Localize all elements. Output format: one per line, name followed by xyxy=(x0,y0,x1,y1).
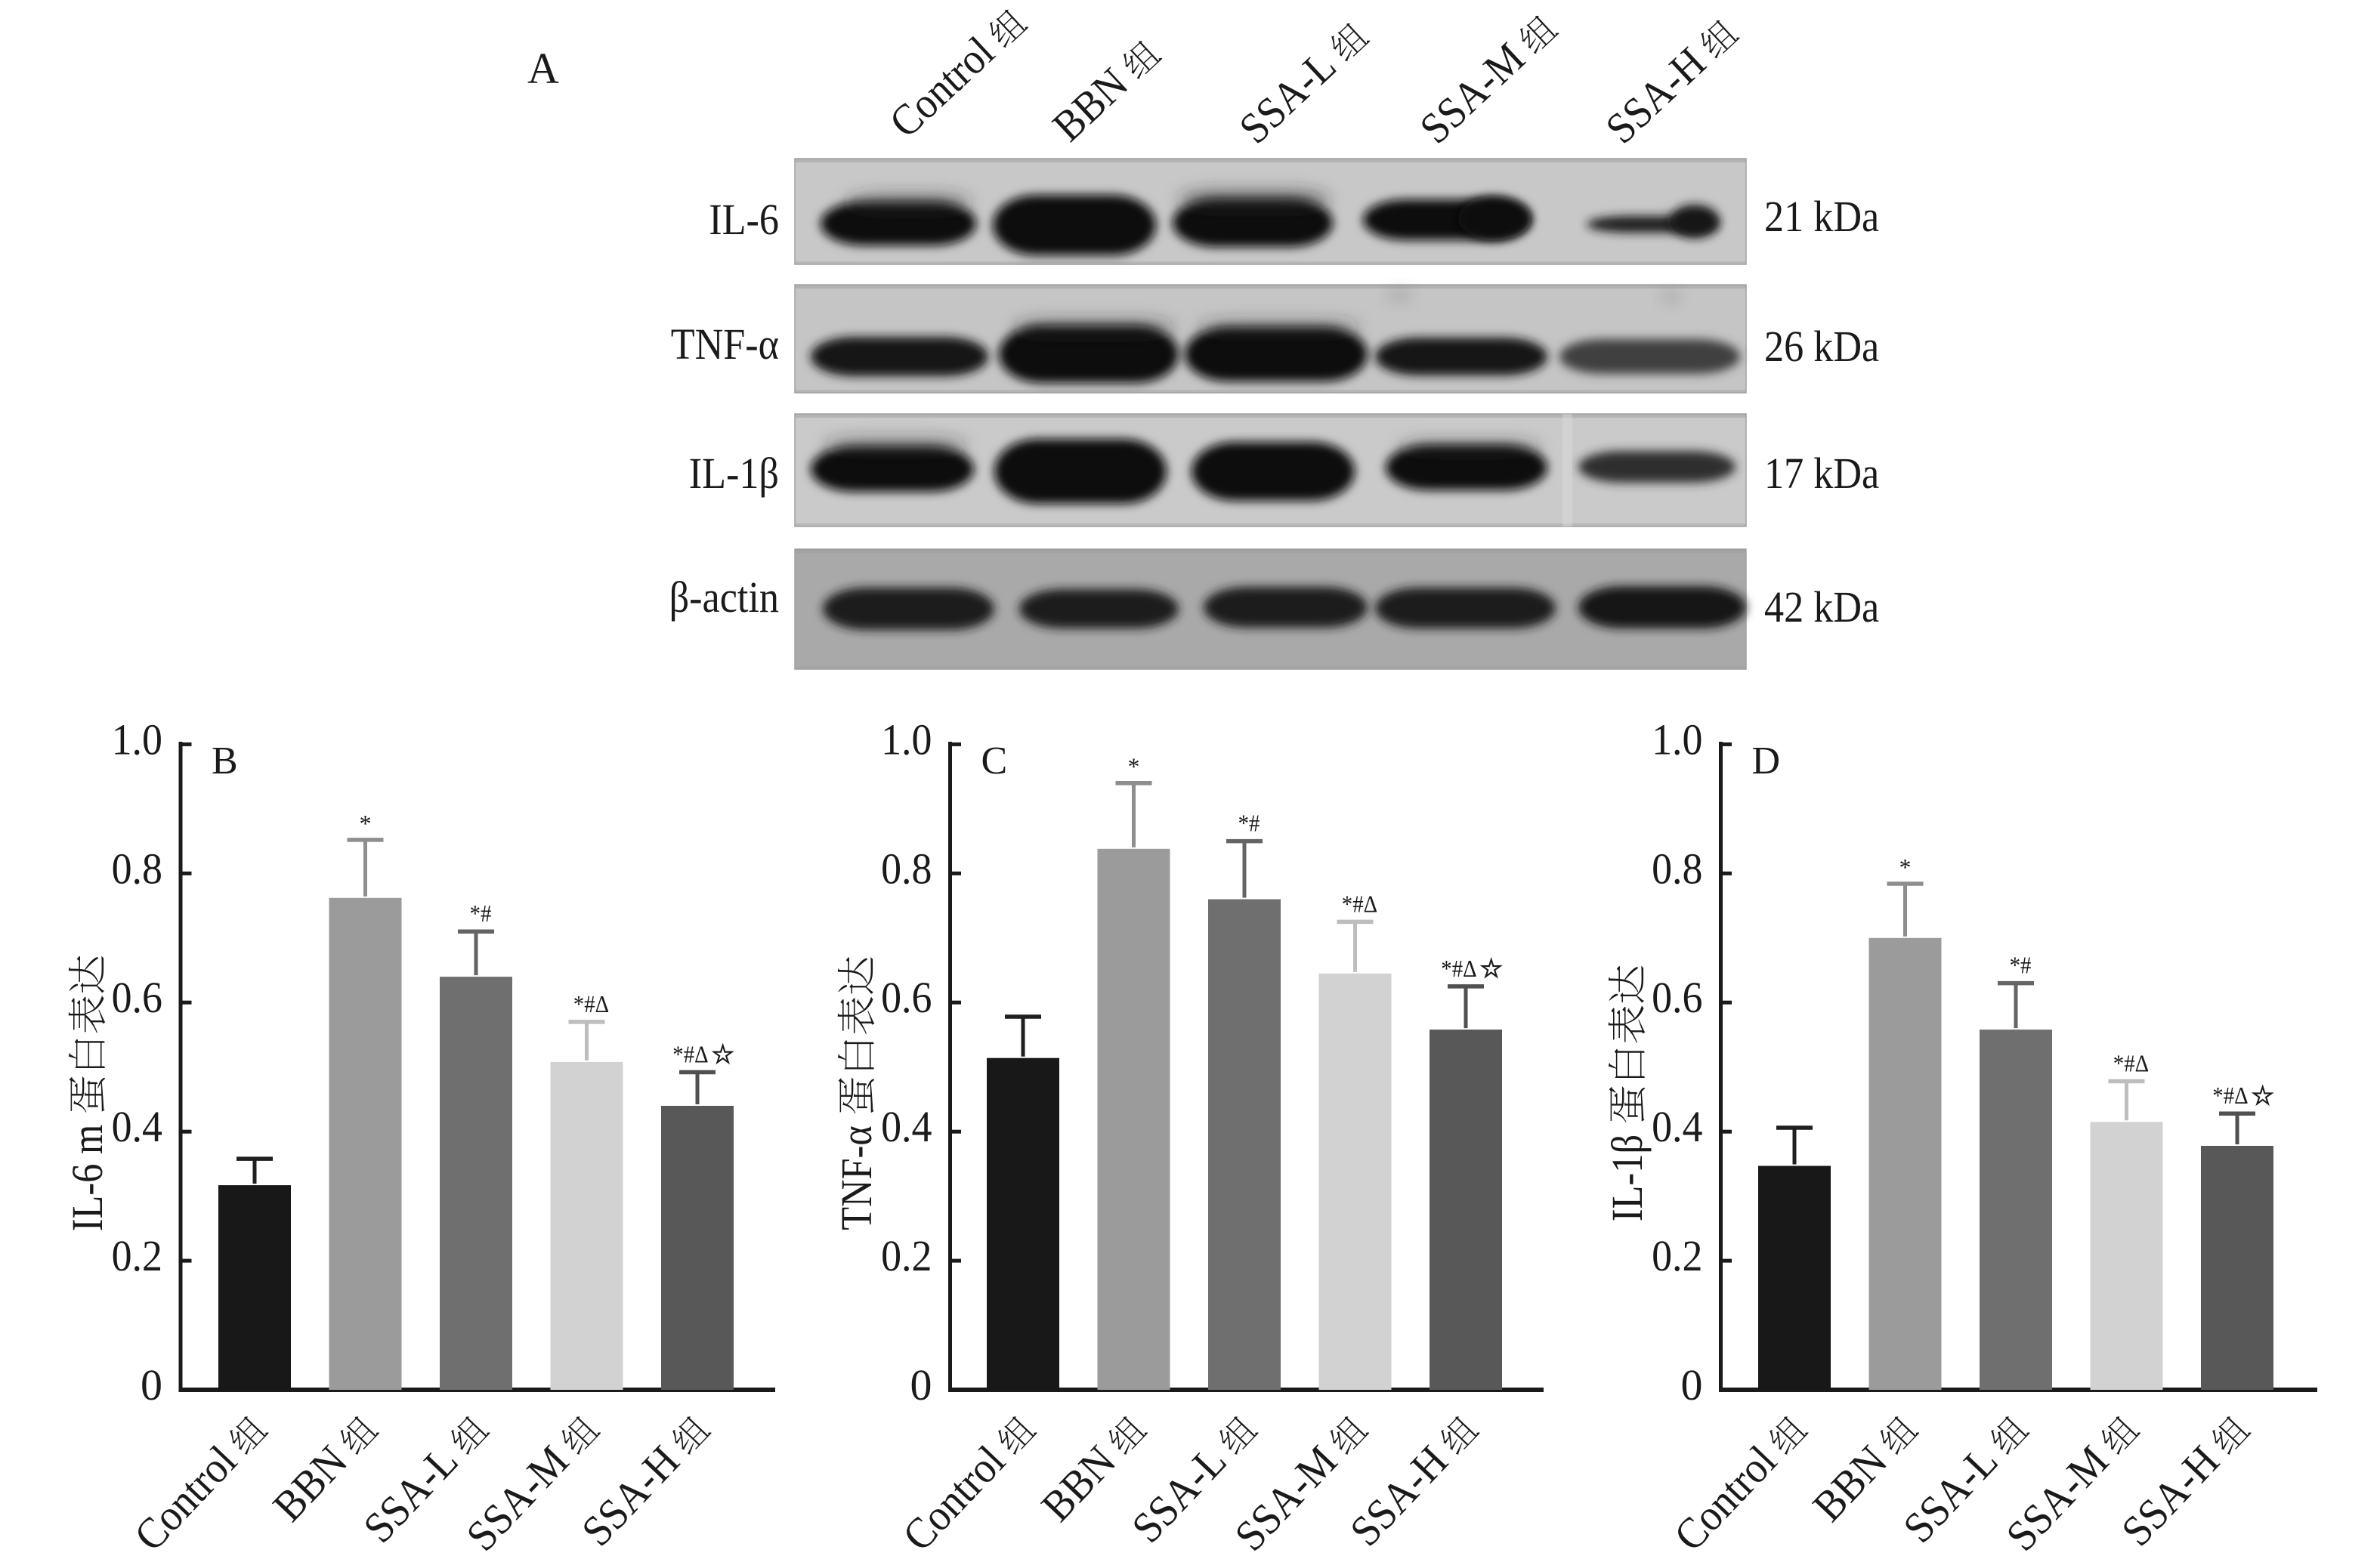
svg-text:*: * xyxy=(1899,854,1912,881)
svg-text:TNF-α: TNF-α xyxy=(832,1125,881,1230)
svg-text:0.4: 0.4 xyxy=(881,1102,932,1151)
svg-text:0.4: 0.4 xyxy=(1652,1102,1702,1151)
svg-text:0: 0 xyxy=(1681,1360,1703,1409)
svg-text:β-actin: β-actin xyxy=(669,573,779,622)
svg-text:1.0: 1.0 xyxy=(112,715,162,764)
svg-text:*: * xyxy=(360,810,372,837)
svg-text:IL-1β: IL-1β xyxy=(689,449,779,498)
svg-text:42 kDa: 42 kDa xyxy=(1764,582,1879,631)
svg-text:0.2: 0.2 xyxy=(1652,1231,1702,1280)
svg-text:0.2: 0.2 xyxy=(112,1231,162,1280)
svg-text:*#Δ: *#Δ xyxy=(2113,1050,2149,1077)
svg-text:*#Δ: *#Δ xyxy=(672,1041,708,1068)
svg-text:IL-6 m: IL-6 m xyxy=(63,1125,112,1232)
svg-text:*#Δ: *#Δ xyxy=(573,990,609,1017)
svg-text:*#: *# xyxy=(1238,810,1260,837)
svg-text:0: 0 xyxy=(141,1360,162,1409)
svg-text:D: D xyxy=(1752,739,1781,783)
svg-text:0.8: 0.8 xyxy=(881,844,932,893)
svg-text:*#Δ: *#Δ xyxy=(1342,890,1377,917)
svg-text:1.0: 1.0 xyxy=(1652,715,1702,764)
svg-text:*#: *# xyxy=(470,900,492,927)
svg-text:B: B xyxy=(212,739,238,783)
svg-text:26 kDa: 26 kDa xyxy=(1764,322,1879,371)
svg-text:IL-6: IL-6 xyxy=(709,195,779,244)
svg-text:0.8: 0.8 xyxy=(1652,844,1702,893)
svg-text:0.6: 0.6 xyxy=(112,973,162,1022)
svg-text:0.8: 0.8 xyxy=(112,844,162,893)
svg-text:*#Δ: *#Δ xyxy=(1441,955,1476,982)
svg-text:0.2: 0.2 xyxy=(881,1231,932,1280)
svg-text:0: 0 xyxy=(910,1360,932,1409)
svg-text:21 kDa: 21 kDa xyxy=(1764,192,1879,241)
svg-text:TNF-α: TNF-α xyxy=(671,320,779,369)
svg-text:*: * xyxy=(1128,753,1140,780)
svg-text:IL-1β: IL-1β xyxy=(1603,1135,1652,1221)
svg-text:0.6: 0.6 xyxy=(1652,973,1702,1022)
svg-text:*#Δ: *#Δ xyxy=(2212,1082,2248,1109)
svg-text:1.0: 1.0 xyxy=(881,715,932,764)
svg-text:17 kDa: 17 kDa xyxy=(1764,449,1879,498)
svg-text:*#: *# xyxy=(2010,952,2032,979)
svg-text:0.6: 0.6 xyxy=(881,973,932,1022)
svg-text:C: C xyxy=(981,739,1008,783)
svg-text:A: A xyxy=(527,44,559,93)
svg-text:0.4: 0.4 xyxy=(112,1102,162,1151)
